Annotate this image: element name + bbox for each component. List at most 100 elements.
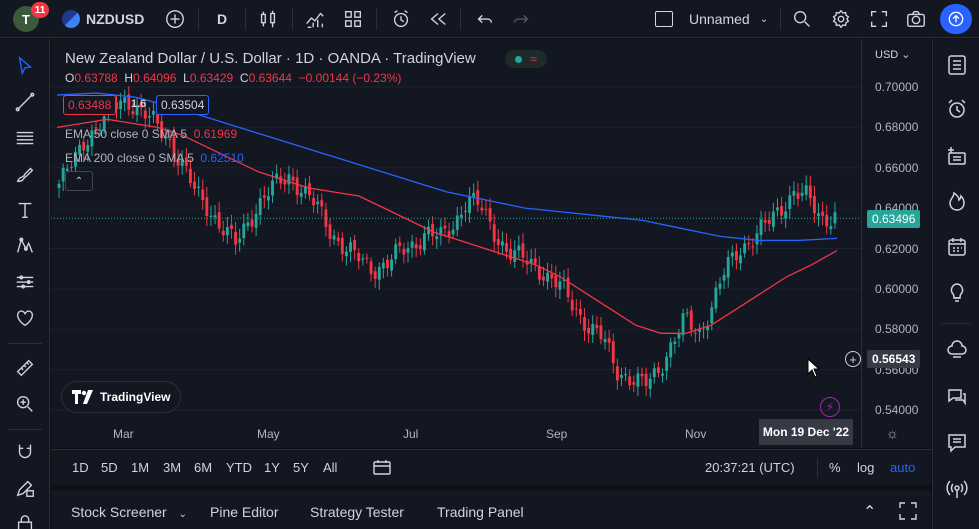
chat-button[interactable] [943, 335, 971, 363]
chart-pane[interactable]: New Zealand Dollar / U.S. Dollar · 1D · … [51, 39, 931, 448]
measure-tool[interactable] [12, 355, 38, 381]
symbol-search-button[interactable]: NZDUSD [62, 6, 144, 32]
alerts-button[interactable] [943, 95, 971, 123]
fullscreen-button[interactable] [866, 6, 892, 32]
compare-button[interactable] [162, 6, 188, 32]
templates-button[interactable] [340, 6, 366, 32]
streams-button[interactable] [943, 475, 971, 503]
date-range-button[interactable] [373, 460, 391, 481]
tab-stock-screener[interactable]: Stock Screener ⌄ [71, 504, 187, 520]
messages-button[interactable] [943, 383, 971, 411]
text-tool[interactable] [12, 197, 38, 223]
lightning-event-icon[interactable]: ⚡ [820, 397, 840, 417]
pattern-tool[interactable] [12, 233, 38, 259]
range-button-5d[interactable]: 5D [101, 460, 118, 475]
auto-toggle[interactable]: auto [890, 460, 916, 475]
collapse-legend-button[interactable]: ⌃ [65, 171, 93, 191]
redo-icon [513, 14, 529, 24]
candle-up [730, 252, 734, 257]
tab-trading-panel[interactable]: Trading Panel [437, 504, 524, 520]
candle-down [168, 138, 172, 140]
data-window-button[interactable] [943, 141, 971, 169]
candle-up [152, 110, 155, 115]
range-button-ytd[interactable]: YTD [226, 460, 252, 475]
notes-button[interactable] [943, 429, 971, 457]
lock-tool[interactable] [12, 511, 38, 529]
indicators-button[interactable] [302, 6, 328, 32]
candle-down [509, 248, 513, 260]
candle-down [262, 195, 266, 198]
candle-up [209, 215, 213, 217]
magnet-tool[interactable] [12, 439, 38, 465]
snapshot-button[interactable] [903, 6, 929, 32]
fib-tool[interactable] [12, 125, 38, 151]
cursor-tool[interactable] [12, 53, 38, 79]
zoom-tool[interactable] [12, 391, 38, 417]
range-button-1m[interactable]: 1M [131, 460, 150, 475]
lock-drawings-tool[interactable] [12, 475, 38, 501]
percent-toggle[interactable]: % [829, 460, 841, 475]
buy-price-button[interactable]: 0.63504 [156, 95, 210, 115]
candle-up [316, 201, 320, 205]
tab-pine-editor[interactable]: Pine Editor [210, 504, 279, 520]
redo-button[interactable] [508, 6, 534, 32]
candle-down [656, 367, 660, 373]
collapse-panel-button[interactable]: ⌃ [863, 502, 876, 522]
candle-up [147, 116, 151, 118]
clock[interactable]: 20:37:21 (UTC) [705, 460, 795, 475]
range-button-all[interactable]: All [323, 460, 338, 475]
ema200-legend[interactable]: EMA 200 close 0 SMA 5 0.62510 [65, 151, 244, 165]
undo-button[interactable] [472, 6, 498, 32]
settings-sun-icon[interactable]: ☼ [886, 425, 899, 441]
replay-button[interactable] [425, 6, 451, 32]
time-tick-label: Sep [546, 427, 568, 441]
candle-up [65, 168, 69, 171]
sell-price-button[interactable]: 0.63488 [63, 95, 117, 115]
candle-down [537, 266, 541, 280]
maximize-icon [899, 502, 917, 520]
candle-down [156, 113, 160, 124]
favorites-tool[interactable] [12, 305, 38, 331]
calendar-button[interactable] [943, 233, 971, 261]
log-toggle[interactable]: log [857, 460, 875, 475]
maximize-panel-button[interactable] [899, 502, 917, 525]
range-button-1d[interactable]: 1D [72, 460, 89, 475]
market-status[interactable]: ≈ [505, 50, 547, 68]
settings-button[interactable] [828, 6, 854, 32]
prediction-tool[interactable] [12, 269, 38, 295]
text-icon [18, 202, 32, 219]
brush-tool[interactable] [12, 161, 38, 187]
candle-down [328, 224, 332, 239]
chart-type-button[interactable] [255, 6, 281, 32]
add-plus-icon[interactable]: + [845, 351, 861, 367]
candle-down [143, 110, 147, 119]
candle-up [673, 341, 677, 344]
candle-down [369, 261, 373, 275]
range-button-5y[interactable]: 5Y [293, 460, 309, 475]
publish-button[interactable] [940, 4, 972, 34]
price-chart[interactable] [51, 39, 931, 448]
interval-button[interactable]: D [216, 11, 228, 27]
search-button[interactable] [789, 6, 815, 32]
candle-up [266, 196, 270, 201]
range-button-3m[interactable]: 3M [163, 460, 182, 475]
hotlists-button[interactable] [943, 187, 971, 215]
tab-strategy-tester[interactable]: Strategy Tester [310, 504, 404, 520]
ideas-button[interactable] [943, 279, 971, 307]
range-button-6m[interactable]: 6M [194, 460, 213, 475]
watchlist-button[interactable] [943, 51, 971, 79]
currency-label[interactable]: USD ⌄ [875, 48, 911, 61]
ema50-legend[interactable]: EMA 50 close 0 SMA 5 0.61969 [65, 127, 237, 141]
candle-down [291, 176, 295, 181]
trend-line-tool[interactable] [12, 89, 38, 115]
candle-up [710, 307, 714, 324]
candle-down [353, 240, 357, 250]
candle-up [57, 183, 61, 188]
range-button-1y[interactable]: 1Y [264, 460, 280, 475]
tradingview-logo[interactable]: TradingView [61, 381, 182, 413]
broadcast-icon [946, 480, 968, 498]
alert-button[interactable] [388, 6, 414, 32]
bottom-panel-tabs: Stock Screener ⌄ Pine Editor Strategy Te… [51, 486, 931, 529]
layout-menu-button[interactable]: Unnamed ⌄ [655, 6, 768, 32]
gear-icon [832, 9, 850, 29]
